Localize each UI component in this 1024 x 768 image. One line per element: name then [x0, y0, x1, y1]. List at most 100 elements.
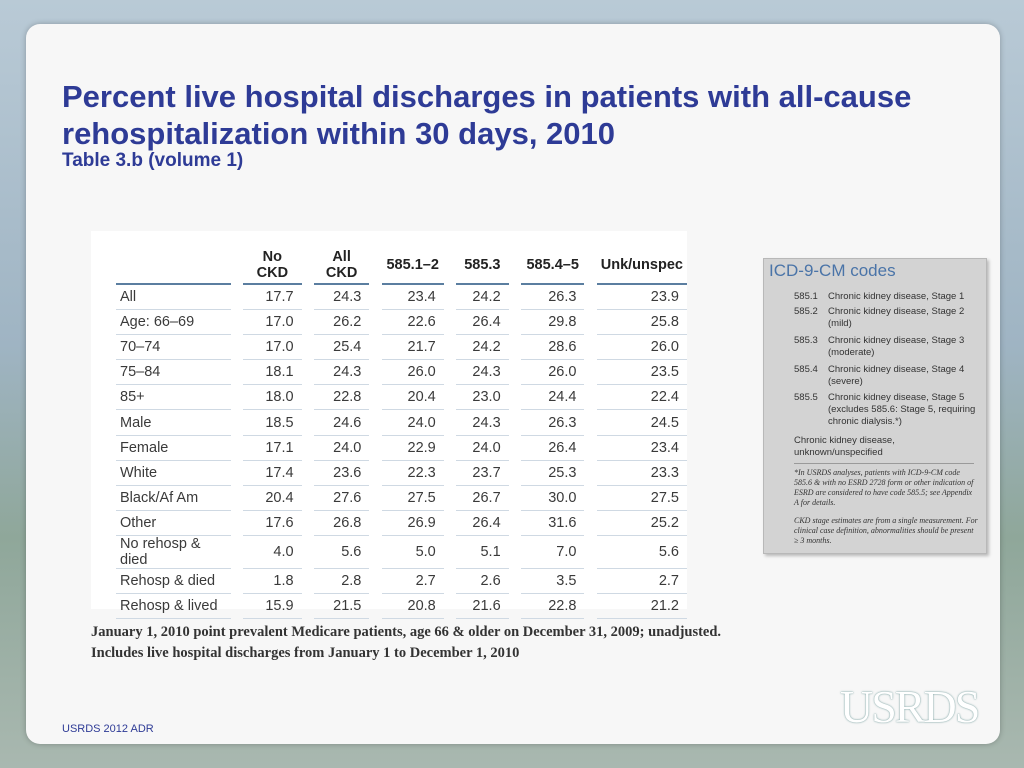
column-gap — [302, 568, 314, 593]
table-cell: 25.8 — [596, 309, 687, 336]
table-cell: 31.6 — [520, 510, 585, 536]
column-gap — [509, 568, 521, 593]
icd-code: 585.4 — [794, 364, 818, 375]
icd-codes-panel: ICD-9-CM codes 585.1 Chronic kidney disea… — [763, 258, 987, 554]
table-cell: 4.0 — [243, 535, 302, 569]
table-cell: 22.9 — [381, 435, 444, 461]
table-cell: 18.1 — [243, 359, 302, 386]
table-cell: 18.5 — [243, 409, 302, 436]
table-cell: 23.9 — [596, 284, 687, 311]
column-gap — [444, 410, 456, 435]
table-cell: 5.1 — [456, 535, 509, 569]
table-cell: 7.0 — [520, 535, 585, 569]
column-gap — [509, 249, 521, 284]
table-row: No rehosp & died 4.0 5.6 5.0 5.1 7.0 5.6 — [116, 535, 687, 569]
column-gap — [231, 310, 243, 335]
column-gap — [584, 385, 596, 410]
table-cell: 25.4 — [313, 334, 370, 361]
column-gap — [509, 535, 521, 568]
table-row: Black/Af Am 20.4 27.6 27.5 26.7 30.0 27.5 — [116, 485, 687, 511]
table-cell: 22.3 — [381, 460, 444, 486]
column-gap — [444, 594, 456, 619]
icd-code-row: 585.5 Chronic kidney disease, Stage 5 (ex… — [794, 392, 978, 428]
column-gap — [444, 360, 456, 385]
table-cell: 21.6 — [456, 593, 509, 620]
table-cell: 26.3 — [520, 409, 585, 436]
column-gap — [302, 535, 314, 568]
table-cell: 26.4 — [456, 510, 509, 536]
row-label: Other — [116, 510, 231, 536]
data-table-panel: No CKD All CKD 585.1–2 585.3 585.4–5 Unk… — [91, 231, 687, 620]
column-gap — [369, 568, 381, 593]
column-gap — [509, 460, 521, 485]
table-cell: 5.0 — [381, 535, 444, 569]
icd-code-row: 585.4 Chronic kidney disease, Stage 4 (se… — [794, 364, 978, 388]
column-gap — [584, 594, 596, 619]
column-gap — [302, 284, 314, 310]
table-cell: 17.6 — [243, 510, 302, 536]
column-gap — [444, 284, 456, 310]
table-cell: 28.6 — [520, 334, 585, 361]
table-row: All 17.7 24.3 23.4 24.2 26.3 23.9 — [116, 284, 687, 311]
table-cell: 26.7 — [456, 485, 509, 511]
column-gap — [369, 410, 381, 435]
column-gap — [509, 485, 521, 510]
table-footnote: January 1, 2010 point prevalent Medicare… — [91, 624, 722, 661]
row-label: 70–74 — [116, 334, 231, 361]
table-row: Rehosp & lived 15.9 21.5 20.8 21.6 22.8 21.2 — [116, 593, 687, 620]
row-label: Female — [116, 435, 231, 461]
table-cell: 26.0 — [596, 334, 687, 361]
column-gap — [231, 568, 243, 593]
column-gap — [302, 435, 314, 460]
column-gap — [584, 249, 596, 284]
column-header: Unk/unspec — [596, 249, 687, 285]
row-label: Rehosp & lived — [116, 593, 231, 620]
column-gap — [369, 335, 381, 360]
icd-description: Chronic kidney disease, Stage 1 — [828, 291, 965, 302]
table-cell: 22.8 — [520, 593, 585, 620]
column-gap — [302, 460, 314, 485]
row-label: 75–84 — [116, 359, 231, 386]
table-cell: 26.4 — [456, 309, 509, 336]
column-gap — [444, 310, 456, 335]
icd-code-row: 585.2 Chronic kidney disease, Stage 2 (mi… — [794, 306, 978, 330]
icd-code: 585.2 — [794, 306, 818, 317]
table-cell: 24.2 — [456, 334, 509, 361]
table-cell: 17.0 — [243, 334, 302, 361]
column-gap — [231, 385, 243, 410]
row-label: Age: 66–69 — [116, 309, 231, 336]
table-cell: 24.6 — [313, 409, 370, 436]
icd-code: 585.3 — [794, 335, 818, 346]
table-cell: 24.0 — [456, 435, 509, 461]
column-gap — [369, 435, 381, 460]
column-gap — [369, 460, 381, 485]
column-gap — [231, 335, 243, 360]
row-label: White — [116, 460, 231, 486]
table-cell: 27.5 — [596, 485, 687, 511]
table-cell: 1.8 — [243, 568, 302, 595]
icd-code: 585.5 — [794, 392, 818, 403]
column-gap — [444, 435, 456, 460]
column-gap — [369, 510, 381, 535]
column-gap — [444, 510, 456, 535]
column-gap — [369, 310, 381, 335]
page-subtitle: Table 3.b (volume 1) — [62, 150, 244, 171]
table-cell: 2.7 — [381, 568, 444, 595]
column-gap — [584, 535, 596, 568]
row-label: Black/Af Am — [116, 485, 231, 511]
column-gap — [444, 335, 456, 360]
table-cell: 24.2 — [456, 284, 509, 311]
column-header: 585.4–5 — [520, 249, 585, 285]
table-cell: 15.9 — [243, 593, 302, 620]
column-gap — [302, 410, 314, 435]
table-header-row: No CKD All CKD 585.1–2 585.3 585.4–5 Unk… — [116, 249, 687, 285]
column-gap — [231, 284, 243, 310]
table-cell: 17.4 — [243, 460, 302, 486]
column-gap — [584, 310, 596, 335]
column-gap — [302, 594, 314, 619]
table-cell: 20.8 — [381, 593, 444, 620]
table-body: All 17.7 24.3 23.4 24.2 26.3 23.9 Age: 66–69 17.… — [116, 284, 687, 620]
column-gap — [509, 284, 521, 310]
table-row: White 17.4 23.6 22.3 23.7 25.3 23.3 — [116, 460, 687, 486]
table-cell: 17.1 — [243, 435, 302, 461]
